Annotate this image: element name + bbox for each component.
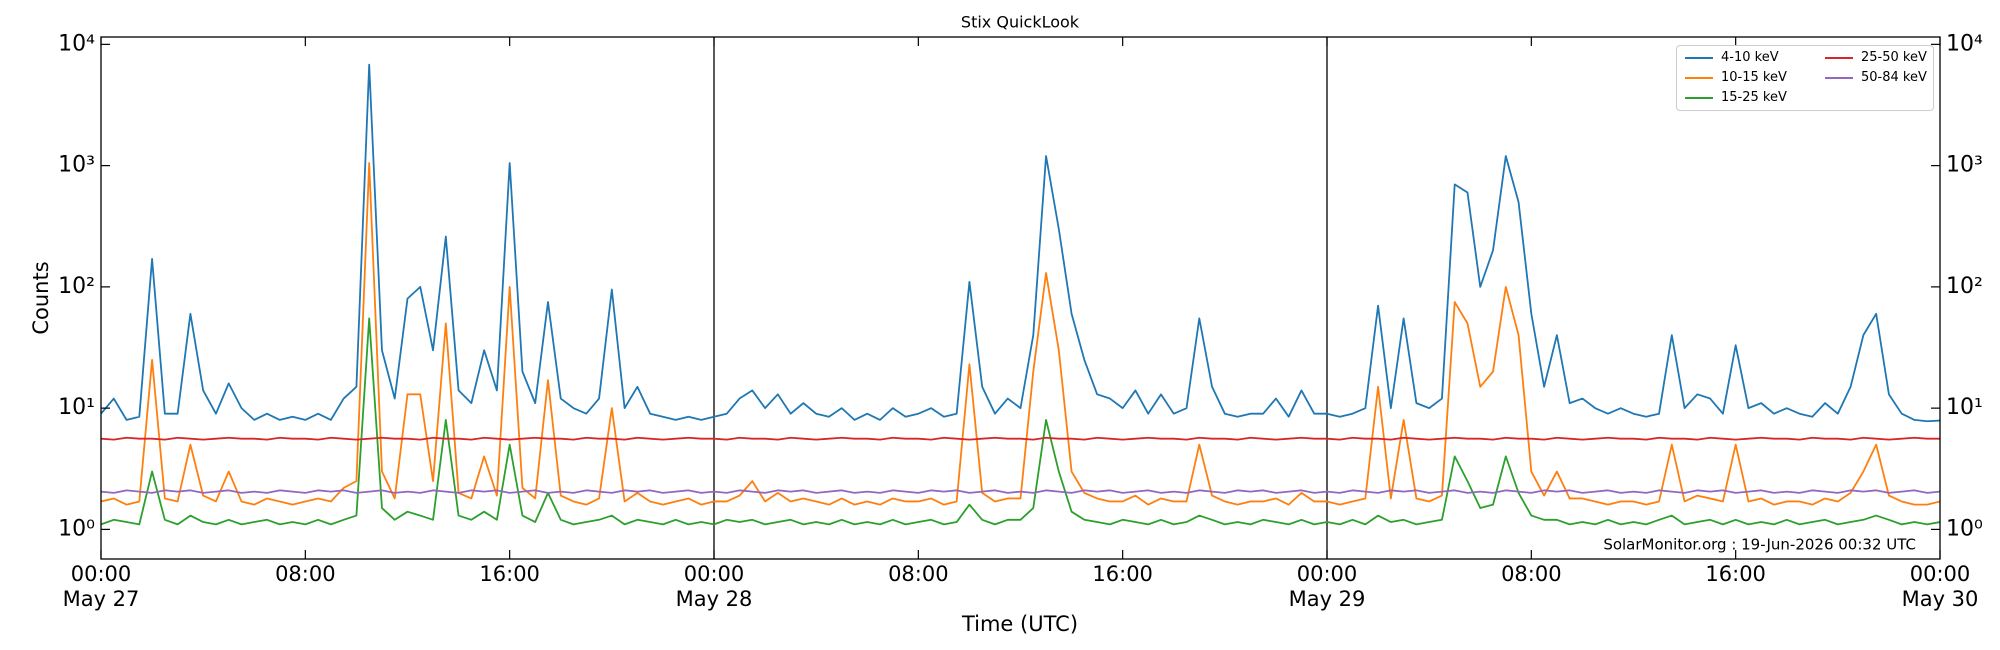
legend-swatch xyxy=(1685,96,1713,99)
x-tick-label: 00:00 May 29 xyxy=(1288,562,1366,611)
y-tick-label: 10³ xyxy=(58,153,95,178)
legend-entry: 25-50 keV xyxy=(1825,50,1927,65)
chart-title: Stix QuickLook xyxy=(961,13,1080,32)
legend-label: 15-25 keV xyxy=(1721,90,1787,105)
x-tick-label: 08:00 xyxy=(1501,562,1562,586)
legend-entry: 50-84 keV xyxy=(1825,70,1927,85)
x-tick-label: 16:00 xyxy=(1092,562,1153,586)
y-tick-label: 10¹ xyxy=(58,395,95,420)
legend-entry: 15-25 keV xyxy=(1685,90,1787,105)
x-axis-label: Time (UTC) xyxy=(961,612,1078,636)
y-tick-label-right: 10³ xyxy=(1946,153,1983,178)
plot-frame xyxy=(100,36,1941,560)
x-tick-label: 00:00 May 28 xyxy=(675,562,753,611)
x-tick-label: 16:00 xyxy=(479,562,540,586)
y-tick-label: 10² xyxy=(58,274,95,299)
y-axis-label: Counts xyxy=(29,261,53,334)
series-line xyxy=(101,436,1940,441)
y-tick-label: 10⁴ xyxy=(58,31,95,56)
y-tick-label-right: 10¹ xyxy=(1946,395,1983,420)
legend-label: 50-84 keV xyxy=(1861,70,1927,85)
x-tick-label: 00:00 May 27 xyxy=(62,562,140,611)
legend-label: 4-10 keV xyxy=(1721,50,1779,65)
x-tick-label: 08:00 xyxy=(275,562,336,586)
series-line xyxy=(101,63,1940,423)
series-line xyxy=(101,317,1940,526)
x-tick-label: 08:00 xyxy=(888,562,949,586)
legend-entry: 10-15 keV xyxy=(1685,70,1787,85)
legend-entry: 4-10 keV xyxy=(1685,50,1779,65)
legend: 4-10 keV 10-15 keV 15-25 keV 25-50 keV 50-84… xyxy=(1676,45,1934,111)
series-group xyxy=(101,63,1940,526)
series-line xyxy=(101,162,1940,506)
legend-label: 25-50 keV xyxy=(1861,50,1927,65)
legend-swatch xyxy=(1825,76,1853,79)
annotation: SolarMonitor.org : 19-Jun-2026 00:32 UTC xyxy=(1603,536,1916,554)
legend-label: 10-15 keV xyxy=(1721,70,1787,85)
legend-swatch xyxy=(1685,76,1713,79)
y-tick-label-right: 10⁴ xyxy=(1946,31,1983,56)
series-line xyxy=(101,489,1940,494)
legend-swatch xyxy=(1685,56,1713,59)
y-tick-label-right: 10² xyxy=(1946,274,1983,299)
legend-swatch xyxy=(1825,56,1853,59)
x-tick-label: 00:00 May 30 xyxy=(1901,562,1979,611)
x-tick-label: 16:00 xyxy=(1705,562,1766,586)
y-tick-label-right: 10⁰ xyxy=(1946,516,1983,541)
y-tick-label: 10⁰ xyxy=(58,516,95,541)
